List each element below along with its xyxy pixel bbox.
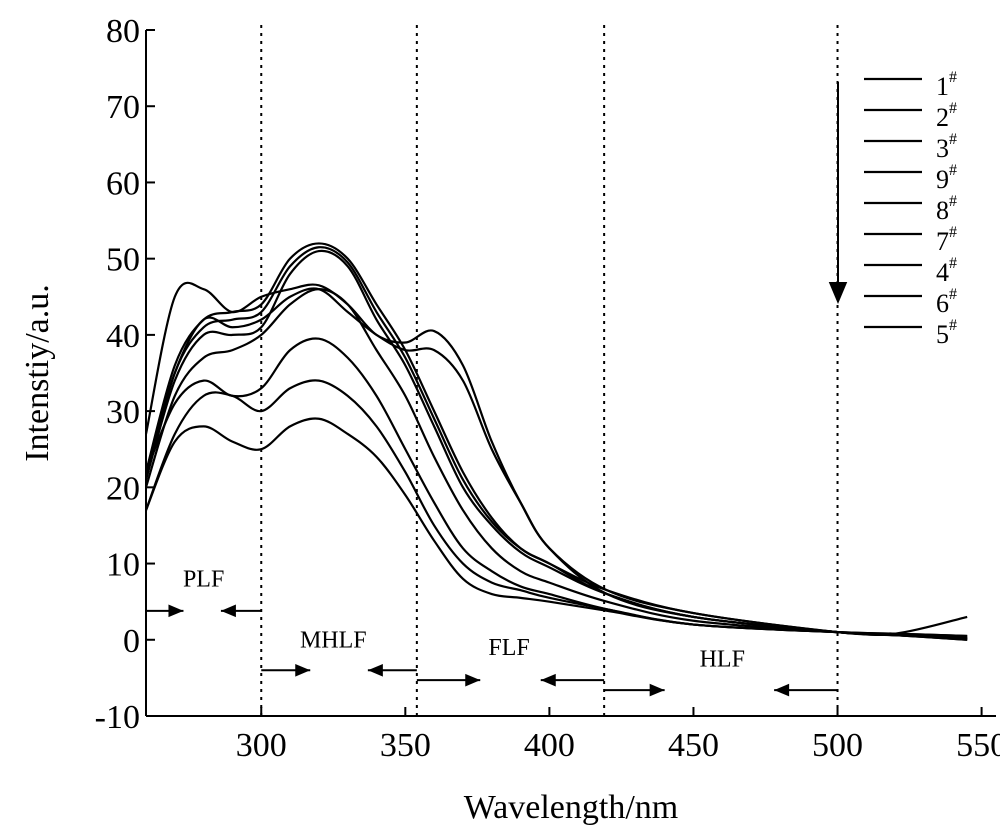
region-label-plf: PLF [183, 566, 224, 592]
legend-label: 7# [936, 224, 957, 256]
y-tick-label: 40 [106, 318, 140, 355]
region-label-flf: FLF [488, 635, 529, 661]
region-arrow-head [774, 683, 790, 697]
series-line-4 [144, 337, 968, 638]
legend-label: 8# [936, 193, 957, 225]
y-tick-label: 80 [106, 13, 140, 50]
y-axis-title: Intenstiy/a.u. [19, 284, 56, 462]
legend: 1#2#3#9#8#7#4#6#5# [828, 69, 957, 349]
legend-label: 3# [936, 131, 957, 163]
series-line-2 [144, 246, 968, 641]
region-label-hlf: HLF [700, 646, 745, 672]
legend-label: 9# [936, 162, 957, 194]
region-annotations: PLF MHLF FLF HLF [146, 566, 838, 697]
y-tick-label: 50 [106, 242, 140, 279]
y-tick-label: 70 [106, 89, 140, 126]
legend-label: 1# [936, 69, 957, 101]
x-tick-label: 500 [812, 727, 863, 764]
y-tick-label: 30 [106, 394, 140, 431]
region-arrow-head [367, 663, 383, 677]
y-tick-label: 0 [123, 623, 140, 660]
legend-label: 2# [936, 100, 957, 132]
region-arrow-head [465, 673, 481, 687]
region-arrow-head [295, 663, 311, 677]
region-arrow-head [168, 604, 184, 618]
x-tick-label: 300 [236, 727, 287, 764]
legend-label: 4# [936, 255, 957, 287]
legend-label: 6# [936, 286, 957, 318]
region-arrow-head [540, 673, 556, 687]
y-tick-label: 10 [106, 547, 140, 584]
axes: -10 0 10 20 30 40 50 60 70 80 300 350 400 450 500 550 [95, 13, 1000, 764]
x-tick-label: 400 [524, 727, 575, 764]
x-tick-label: 450 [668, 727, 719, 764]
series-line-6 [144, 379, 968, 638]
series-line-5 [144, 417, 968, 639]
region-dividers [260, 25, 839, 716]
region-arrow-head [220, 604, 236, 618]
region-label-mhlf: MHLF [300, 627, 367, 653]
y-tick-label: -10 [95, 699, 140, 736]
x-tick-label: 550 [956, 727, 1000, 764]
series-line-9 [144, 281, 968, 640]
series-line-8 [144, 287, 968, 640]
legend-label: 5# [936, 317, 957, 349]
x-tick-label: 350 [380, 727, 431, 764]
series-lines [144, 242, 968, 641]
x-axis-title: Wavelength/nm [464, 789, 678, 826]
region-arrow-head [649, 683, 665, 697]
y-tick-label: 20 [106, 470, 140, 507]
y-tick-label: 60 [106, 165, 140, 202]
series-line-7 [144, 288, 968, 636]
legend-direction-arrow-head [828, 282, 848, 304]
